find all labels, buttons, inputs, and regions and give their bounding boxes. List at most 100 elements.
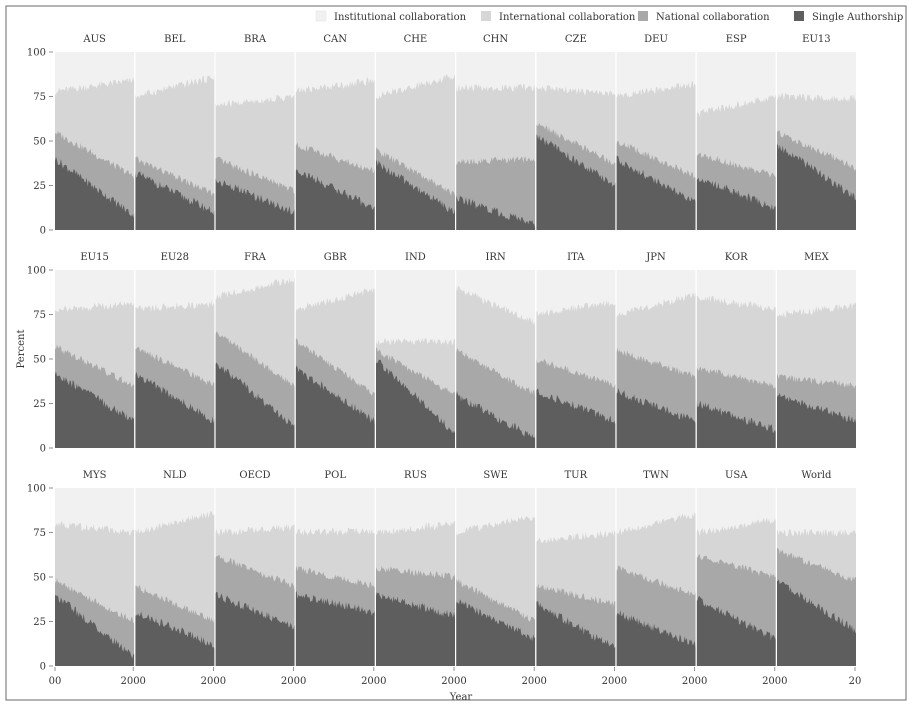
panel-gutter	[535, 270, 537, 448]
area-single	[456, 391, 536, 448]
y-axis-row-2: 0 25 50 75 100	[27, 266, 53, 455]
panel-ind: IND	[375, 252, 455, 448]
panel-fra: FRA	[215, 252, 295, 448]
panel-title: MEX	[804, 252, 830, 263]
panel-title: AUS	[82, 34, 106, 45]
area-single	[696, 596, 776, 666]
panel-gutter	[775, 488, 777, 666]
area-single	[616, 155, 696, 230]
panel-eu28: EU28	[135, 252, 215, 448]
area-single	[55, 595, 135, 666]
panel-title: EU13	[802, 34, 830, 45]
panel-gutter	[775, 270, 777, 448]
panel-title: NLD	[163, 470, 186, 481]
panel-gutter	[615, 52, 617, 230]
panel-title: World	[801, 470, 832, 481]
area-single	[295, 591, 375, 666]
panel-title: KOR	[725, 252, 748, 263]
panel-world: World	[776, 470, 856, 666]
area-single	[616, 388, 696, 448]
y-tick-label: 0	[40, 662, 46, 673]
panel-irn: IRN	[456, 252, 536, 448]
y-axis-label: Percent	[16, 330, 27, 369]
x-tick-label: 2000	[120, 676, 145, 687]
y-tick-label: 75	[33, 92, 46, 103]
x-tick-label: 2000	[762, 676, 787, 687]
panel-title: IND	[405, 252, 426, 263]
legend: Institutional collaboration Internationa…	[315, 10, 903, 23]
panel-title: BRA	[244, 34, 267, 45]
x-axis-label: Year	[449, 692, 473, 703]
panel-eu15: EU15	[55, 252, 135, 448]
panel-gutter	[455, 488, 457, 666]
area-single	[456, 195, 536, 230]
panel-title: EU28	[161, 252, 189, 263]
panel-can: CAN	[295, 34, 375, 230]
area-single	[776, 144, 856, 230]
panel-title: ESP	[726, 34, 747, 45]
panel-gutter	[535, 488, 537, 666]
area-single	[375, 592, 455, 666]
panel-che: CHE	[375, 34, 455, 230]
area-single	[776, 393, 856, 448]
panel-title: EU15	[80, 252, 108, 263]
x-tick-label: 2000	[602, 676, 627, 687]
y-tick-label: 75	[33, 528, 46, 539]
panel-title: BEL	[164, 34, 186, 45]
panel-title: IRN	[485, 252, 505, 263]
panel-pol: POL	[295, 470, 375, 666]
legend-label-single: Single Authorship	[812, 12, 903, 23]
panel-bra: BRA	[215, 34, 295, 231]
area-single	[215, 362, 295, 448]
panel-gutter	[134, 270, 136, 448]
panel-gutter	[134, 488, 136, 666]
panel-mex: MEX	[776, 252, 856, 448]
legend-label-institutional: Institutional collaboration	[334, 12, 467, 23]
area-single	[215, 591, 295, 666]
panel-title: JPN	[645, 252, 666, 263]
area-single	[295, 169, 375, 230]
panel-gutter	[214, 488, 216, 666]
area-single	[375, 160, 455, 230]
y-tick-label: 50	[33, 355, 46, 366]
area-single	[295, 365, 375, 448]
x-tick-label: 20	[849, 676, 862, 687]
legend-swatch-institutional	[315, 10, 327, 22]
area-single	[375, 359, 455, 448]
panel-ita: ITA	[536, 252, 616, 448]
x-tick-label: 2000	[682, 676, 707, 687]
panel-jpn: JPN	[616, 252, 696, 448]
panel-title: RUS	[404, 470, 427, 481]
x-tick-label: 2000	[361, 676, 386, 687]
panel-title: GBR	[324, 252, 347, 263]
panel-gutter	[134, 52, 136, 230]
area-single	[456, 599, 536, 666]
y-axis-row-3: 0 25 50 75 100	[27, 484, 53, 673]
panel-rus: RUS	[375, 470, 455, 666]
panel-title: TUR	[564, 470, 587, 481]
area-single	[536, 388, 616, 448]
area-single	[696, 400, 776, 448]
legend-label-national: National collaboration	[656, 12, 770, 23]
panel-gutter	[294, 488, 296, 666]
panel-esp: ESP	[696, 34, 776, 230]
y-tick-label: 25	[33, 181, 46, 192]
panel-gutter	[695, 270, 697, 448]
area-single	[536, 601, 616, 666]
panel-gutter	[455, 270, 457, 448]
panel-gutter	[615, 488, 617, 666]
x-tick-label: 2000	[521, 676, 546, 687]
area-single	[135, 371, 215, 448]
x-ticks: 00 2000 2000 2000 2000 2000 2000 2000 2000 2000 20	[49, 667, 862, 687]
panel-title: FRA	[244, 252, 266, 263]
panels: AUS BEL BRA CAN CHE CHN CZE DEU ESP EU13 EU15 EU28 F…	[27, 34, 856, 673]
panel-gutter	[455, 52, 457, 230]
panel-tur: TUR	[536, 470, 616, 666]
panel-title: MYS	[83, 470, 107, 481]
area-single	[135, 170, 215, 230]
y-axis-row-1: 0 25 50 75 100	[27, 48, 53, 237]
area-single	[696, 177, 776, 230]
y-tick-label: 100	[27, 484, 46, 495]
panel-title: SWE	[483, 470, 507, 481]
